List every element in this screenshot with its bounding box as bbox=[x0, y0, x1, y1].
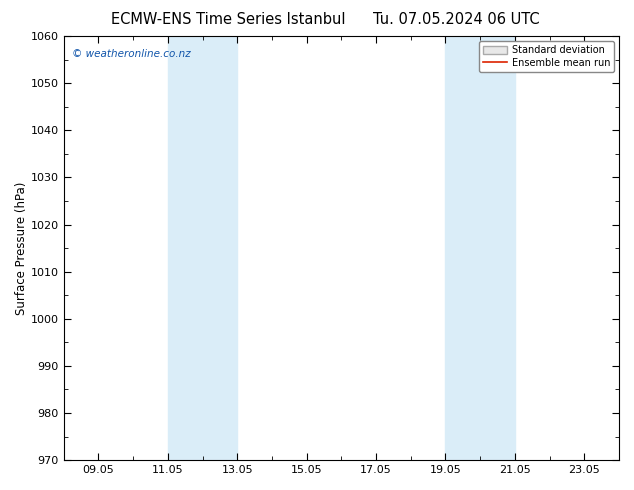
Legend: Standard deviation, Ensemble mean run: Standard deviation, Ensemble mean run bbox=[479, 41, 614, 72]
Bar bbox=[168, 36, 237, 460]
Text: Tu. 07.05.2024 06 UTC: Tu. 07.05.2024 06 UTC bbox=[373, 12, 540, 27]
Y-axis label: Surface Pressure (hPa): Surface Pressure (hPa) bbox=[15, 181, 28, 315]
Text: ECMW-ENS Time Series Istanbul: ECMW-ENS Time Series Istanbul bbox=[111, 12, 346, 27]
Text: © weatheronline.co.nz: © weatheronline.co.nz bbox=[72, 49, 191, 59]
Bar bbox=[446, 36, 515, 460]
